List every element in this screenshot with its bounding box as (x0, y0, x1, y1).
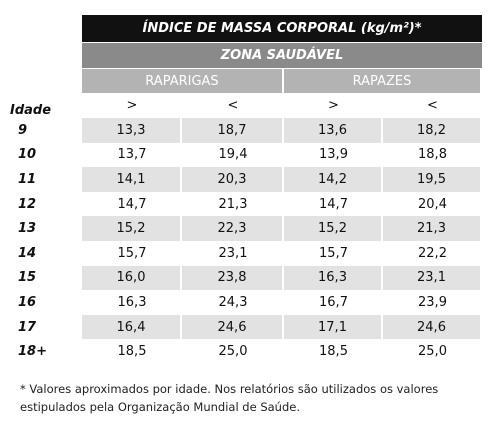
value-cell: 21,3 (218, 196, 248, 212)
value-cell: 25,0 (418, 344, 447, 360)
value-cell: 15,7 (319, 245, 348, 261)
value-cell: 13,7 (117, 147, 147, 163)
value-cell: 18,5 (117, 344, 147, 360)
value-cell: 22,3 (182, 216, 284, 241)
value-cell: 18,2 (383, 118, 482, 143)
value-cell: 20,3 (182, 167, 284, 192)
value-cell: 14,7 (319, 196, 348, 212)
value-cell: 13,3 (82, 118, 182, 143)
sign-header: < (227, 98, 239, 113)
value-cell: 17,1 (284, 314, 383, 340)
value-cell: 14,1 (82, 167, 182, 192)
value-cell: 23,1 (218, 245, 248, 261)
value-cell: 23,9 (418, 294, 447, 310)
value-cell: 13,6 (284, 118, 383, 143)
value-cell: 14,2 (284, 167, 383, 192)
value-cell: 20,4 (418, 196, 447, 212)
sign-header: < (427, 98, 438, 113)
value-cell: 18,5 (319, 344, 348, 360)
age-cell: 12 (18, 196, 37, 212)
age-cell: 13 (18, 221, 37, 237)
value-cell: 19,4 (218, 147, 248, 163)
value-cell: 13,9 (319, 147, 348, 163)
value-cell: 15,7 (117, 245, 147, 261)
value-cell: 24,3 (218, 294, 248, 310)
value-cell: 24,6 (383, 314, 482, 340)
table-title: ÍNDICE DE MASSA CORPORAL (kg/m²)* (82, 15, 482, 42)
age-cell: 17 (18, 319, 37, 335)
age-cell: 15 (18, 270, 37, 286)
sign-header: > (126, 98, 138, 113)
value-cell: 15,2 (82, 216, 182, 241)
value-cell: 16,7 (319, 294, 348, 310)
footnote: estipulados pela Organização Mundial de … (20, 400, 300, 414)
value-cell: 16,4 (82, 314, 182, 340)
value-cell: 14,7 (117, 196, 147, 212)
age-cell: 18+ (18, 344, 47, 360)
value-cell: 21,3 (383, 216, 482, 241)
value-cell: 18,8 (418, 147, 447, 163)
age-cell: 11 (18, 171, 37, 187)
value-cell: 16,0 (82, 265, 182, 291)
value-cell: 19,5 (383, 167, 482, 192)
value-cell: 18,7 (182, 118, 284, 143)
value-cell: 23,8 (182, 265, 284, 291)
value-cell: 25,0 (218, 344, 248, 360)
age-cell: 10 (18, 147, 37, 163)
sign-header: > (328, 98, 339, 113)
value-cell: 22,2 (418, 245, 447, 261)
age-header: Idade (10, 102, 52, 118)
age-cell: 14 (18, 245, 37, 261)
group-header: RAPAZES (284, 68, 482, 93)
footnote: * Valores aproximados por idade. Nos rel… (20, 382, 439, 396)
value-cell: 15,2 (284, 216, 383, 241)
age-cell: 9 (18, 122, 28, 138)
age-cell: 16 (18, 294, 37, 310)
value-cell: 16,3 (117, 294, 147, 310)
value-cell: 24,6 (182, 314, 284, 340)
group-header: RAPARIGAS (82, 68, 284, 93)
value-cell: 16,3 (284, 265, 383, 291)
zone-header: ZONA SAUDÁVEL (82, 42, 482, 68)
value-cell: 23,1 (383, 265, 482, 291)
